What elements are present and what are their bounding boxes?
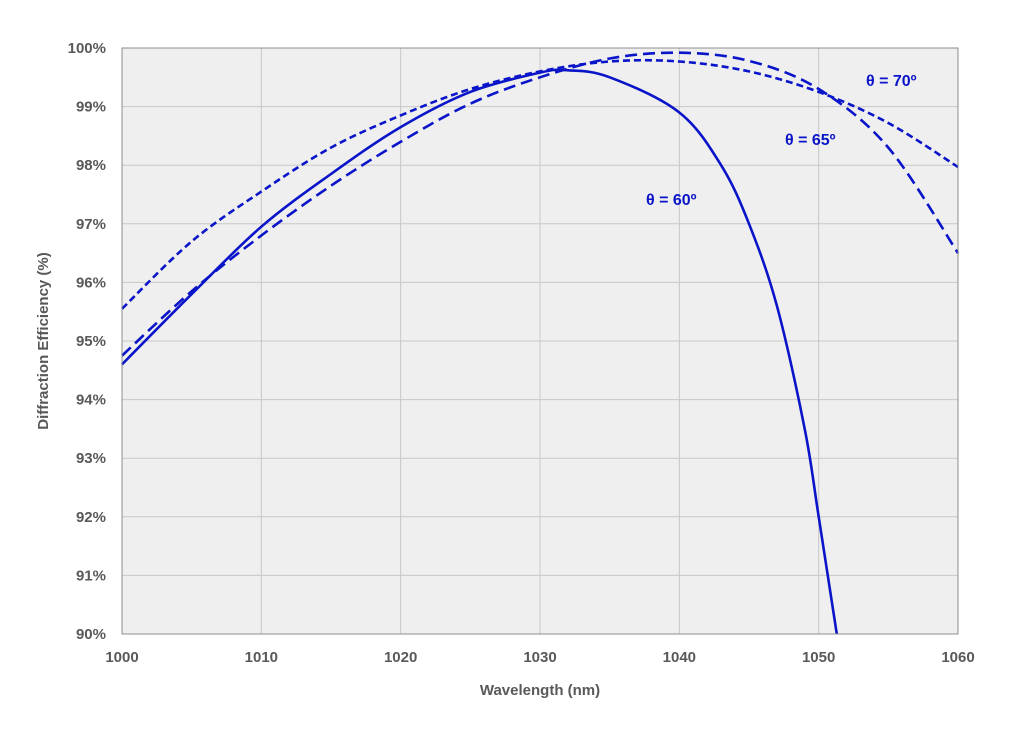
- x-tick-labels: 1000 1010 1020 1030 1040 1050 1060: [105, 649, 974, 666]
- y-tick-labels: 90% 91% 92% 93% 94% 95% 96% 97% 98% 99% 100%: [68, 40, 106, 643]
- series-line-65: [121, 51, 960, 357]
- grid-lines: [122, 48, 958, 634]
- y-tick-label: 90%: [76, 626, 106, 643]
- y-axis-title: Diffraction Efficiency (%): [35, 252, 52, 430]
- series-line-70: [121, 58, 959, 310]
- y-tick-label: 99%: [76, 99, 106, 116]
- x-tick-label: 1050: [802, 649, 835, 666]
- series-line-60: [121, 68, 839, 635]
- plot-frame: [121, 47, 959, 635]
- x-tick-label: 1020: [384, 649, 417, 666]
- series-label-65: θ = 65º: [785, 132, 836, 149]
- x-tick-label: 1000: [105, 649, 138, 666]
- y-tick-label: 97%: [76, 216, 106, 233]
- y-tick-label: 95%: [76, 333, 106, 350]
- y-tick-label: 93%: [76, 450, 106, 467]
- y-tick-label: 92%: [76, 509, 106, 526]
- y-tick-label: 94%: [76, 392, 106, 409]
- x-axis-title: Wavelength (nm): [480, 682, 600, 699]
- x-tick-label: 1060: [941, 649, 974, 666]
- x-tick-label: 1010: [245, 649, 278, 666]
- y-tick-label: 98%: [76, 157, 106, 174]
- series-label-60: θ = 60º: [646, 192, 697, 209]
- y-tick-label: 100%: [68, 40, 106, 57]
- series-label-70: θ = 70º: [866, 73, 917, 90]
- y-tick-label: 96%: [76, 274, 106, 291]
- x-tick-label: 1040: [663, 649, 696, 666]
- x-tick-label: 1030: [523, 649, 556, 666]
- y-tick-label: 91%: [76, 567, 106, 584]
- series-lines: [121, 51, 960, 635]
